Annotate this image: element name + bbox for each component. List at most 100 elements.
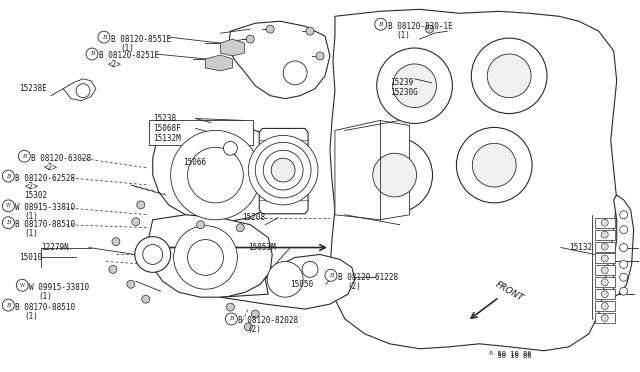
Text: B 08170-88510: B 08170-88510	[15, 302, 76, 312]
Circle shape	[127, 280, 135, 288]
Circle shape	[601, 315, 608, 321]
Text: (2): (2)	[247, 326, 261, 334]
Text: (1): (1)	[24, 311, 38, 321]
Circle shape	[227, 303, 234, 311]
Circle shape	[248, 135, 318, 205]
Text: 15238: 15238	[153, 114, 176, 123]
Circle shape	[252, 310, 259, 318]
Text: <2>: <2>	[24, 183, 38, 192]
Circle shape	[456, 128, 532, 203]
Bar	[595, 265, 614, 275]
Polygon shape	[614, 195, 634, 297]
Circle shape	[3, 170, 14, 182]
Text: <2>: <2>	[108, 60, 122, 70]
Circle shape	[620, 226, 628, 234]
Text: B: B	[6, 302, 11, 308]
Circle shape	[137, 201, 145, 209]
Text: B 08170-88510: B 08170-88510	[15, 220, 76, 229]
Circle shape	[171, 131, 260, 220]
Circle shape	[620, 287, 628, 295]
Circle shape	[377, 48, 452, 124]
Circle shape	[426, 25, 433, 33]
Circle shape	[472, 143, 516, 187]
Circle shape	[223, 141, 237, 155]
Circle shape	[306, 27, 314, 35]
Circle shape	[601, 243, 608, 250]
Circle shape	[173, 226, 237, 289]
Circle shape	[601, 279, 608, 286]
Bar	[595, 289, 614, 299]
Text: (1): (1)	[24, 229, 38, 238]
Text: B: B	[378, 22, 383, 27]
Text: W: W	[20, 283, 25, 288]
Text: ^ 50 10 86: ^ 50 10 86	[489, 351, 532, 357]
Circle shape	[601, 291, 608, 298]
Circle shape	[188, 147, 243, 203]
Circle shape	[263, 150, 303, 190]
Circle shape	[357, 137, 433, 213]
Circle shape	[302, 262, 318, 277]
Text: B: B	[22, 154, 27, 159]
Text: W 09915-33810: W 09915-33810	[29, 283, 90, 292]
Bar	[595, 218, 614, 228]
Circle shape	[3, 200, 14, 212]
Text: (1): (1)	[24, 212, 38, 221]
Circle shape	[266, 25, 274, 33]
Circle shape	[3, 299, 14, 311]
Circle shape	[225, 313, 237, 325]
Polygon shape	[148, 215, 272, 297]
Circle shape	[620, 260, 628, 268]
Circle shape	[236, 224, 244, 232]
Text: B: B	[6, 220, 11, 225]
Text: (1): (1)	[397, 31, 410, 40]
Circle shape	[601, 303, 608, 310]
Text: B: B	[6, 174, 11, 179]
Text: B: B	[229, 317, 234, 321]
Circle shape	[620, 244, 628, 251]
Text: W 08915-33810: W 08915-33810	[15, 203, 76, 212]
Circle shape	[19, 150, 30, 162]
Text: B 08120-8551E: B 08120-8551E	[111, 35, 171, 44]
Circle shape	[112, 238, 120, 246]
Text: 15238E: 15238E	[19, 84, 47, 93]
Text: 15066: 15066	[184, 158, 207, 167]
Text: 15132: 15132	[569, 243, 592, 252]
Circle shape	[375, 18, 387, 30]
Bar	[595, 277, 614, 287]
Polygon shape	[205, 55, 232, 71]
Circle shape	[3, 217, 14, 229]
Text: 15053M: 15053M	[248, 243, 276, 252]
Text: (1): (1)	[121, 44, 135, 52]
Circle shape	[246, 35, 254, 43]
Bar	[148, 121, 253, 145]
Circle shape	[620, 211, 628, 219]
Text: B 08120-61228: B 08120-61228	[338, 273, 398, 282]
Polygon shape	[153, 125, 288, 222]
Circle shape	[244, 323, 252, 331]
Polygon shape	[335, 121, 410, 220]
Text: <2>: <2>	[44, 163, 57, 171]
Text: B 08120-63028: B 08120-63028	[31, 154, 92, 163]
Circle shape	[601, 231, 608, 238]
Text: 15010: 15010	[19, 253, 42, 262]
Polygon shape	[220, 39, 244, 56]
Text: ^ 50 10 86: ^ 50 10 86	[489, 353, 532, 359]
Text: 15302: 15302	[24, 192, 47, 201]
Text: 15208: 15208	[243, 213, 266, 222]
Circle shape	[601, 219, 608, 226]
Bar	[595, 253, 614, 263]
Circle shape	[132, 218, 140, 226]
Circle shape	[135, 237, 171, 272]
Circle shape	[196, 221, 205, 229]
Circle shape	[86, 48, 98, 60]
Polygon shape	[330, 9, 617, 351]
Bar	[595, 301, 614, 311]
Circle shape	[372, 153, 417, 197]
Circle shape	[601, 255, 608, 262]
Circle shape	[271, 158, 295, 182]
Text: B: B	[102, 35, 106, 40]
Text: 15068F: 15068F	[153, 124, 180, 133]
Circle shape	[620, 273, 628, 281]
Text: B 08120-830-1E: B 08120-830-1E	[388, 22, 452, 31]
Circle shape	[109, 265, 117, 273]
